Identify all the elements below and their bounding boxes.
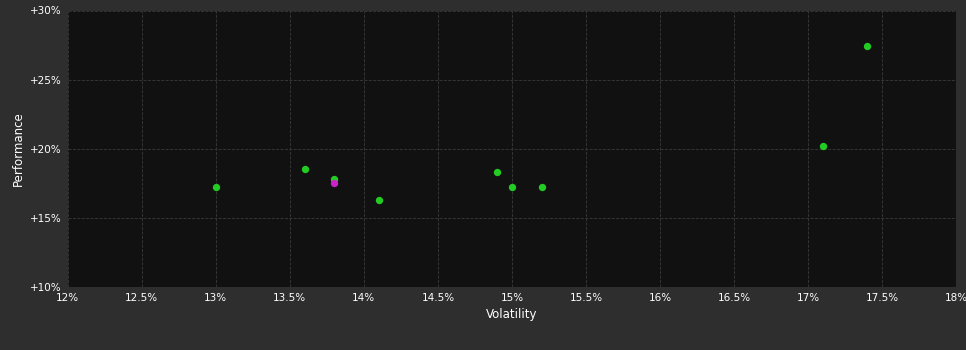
Point — [208, 185, 223, 190]
Point — [327, 176, 342, 182]
Point — [534, 185, 550, 190]
Point — [327, 181, 342, 186]
Point — [371, 197, 386, 203]
Point — [860, 44, 875, 49]
Point — [297, 167, 312, 172]
Point — [815, 143, 831, 149]
X-axis label: Volatility: Volatility — [486, 308, 538, 321]
Point — [504, 185, 520, 190]
Y-axis label: Performance: Performance — [12, 111, 25, 186]
Point — [490, 169, 505, 175]
